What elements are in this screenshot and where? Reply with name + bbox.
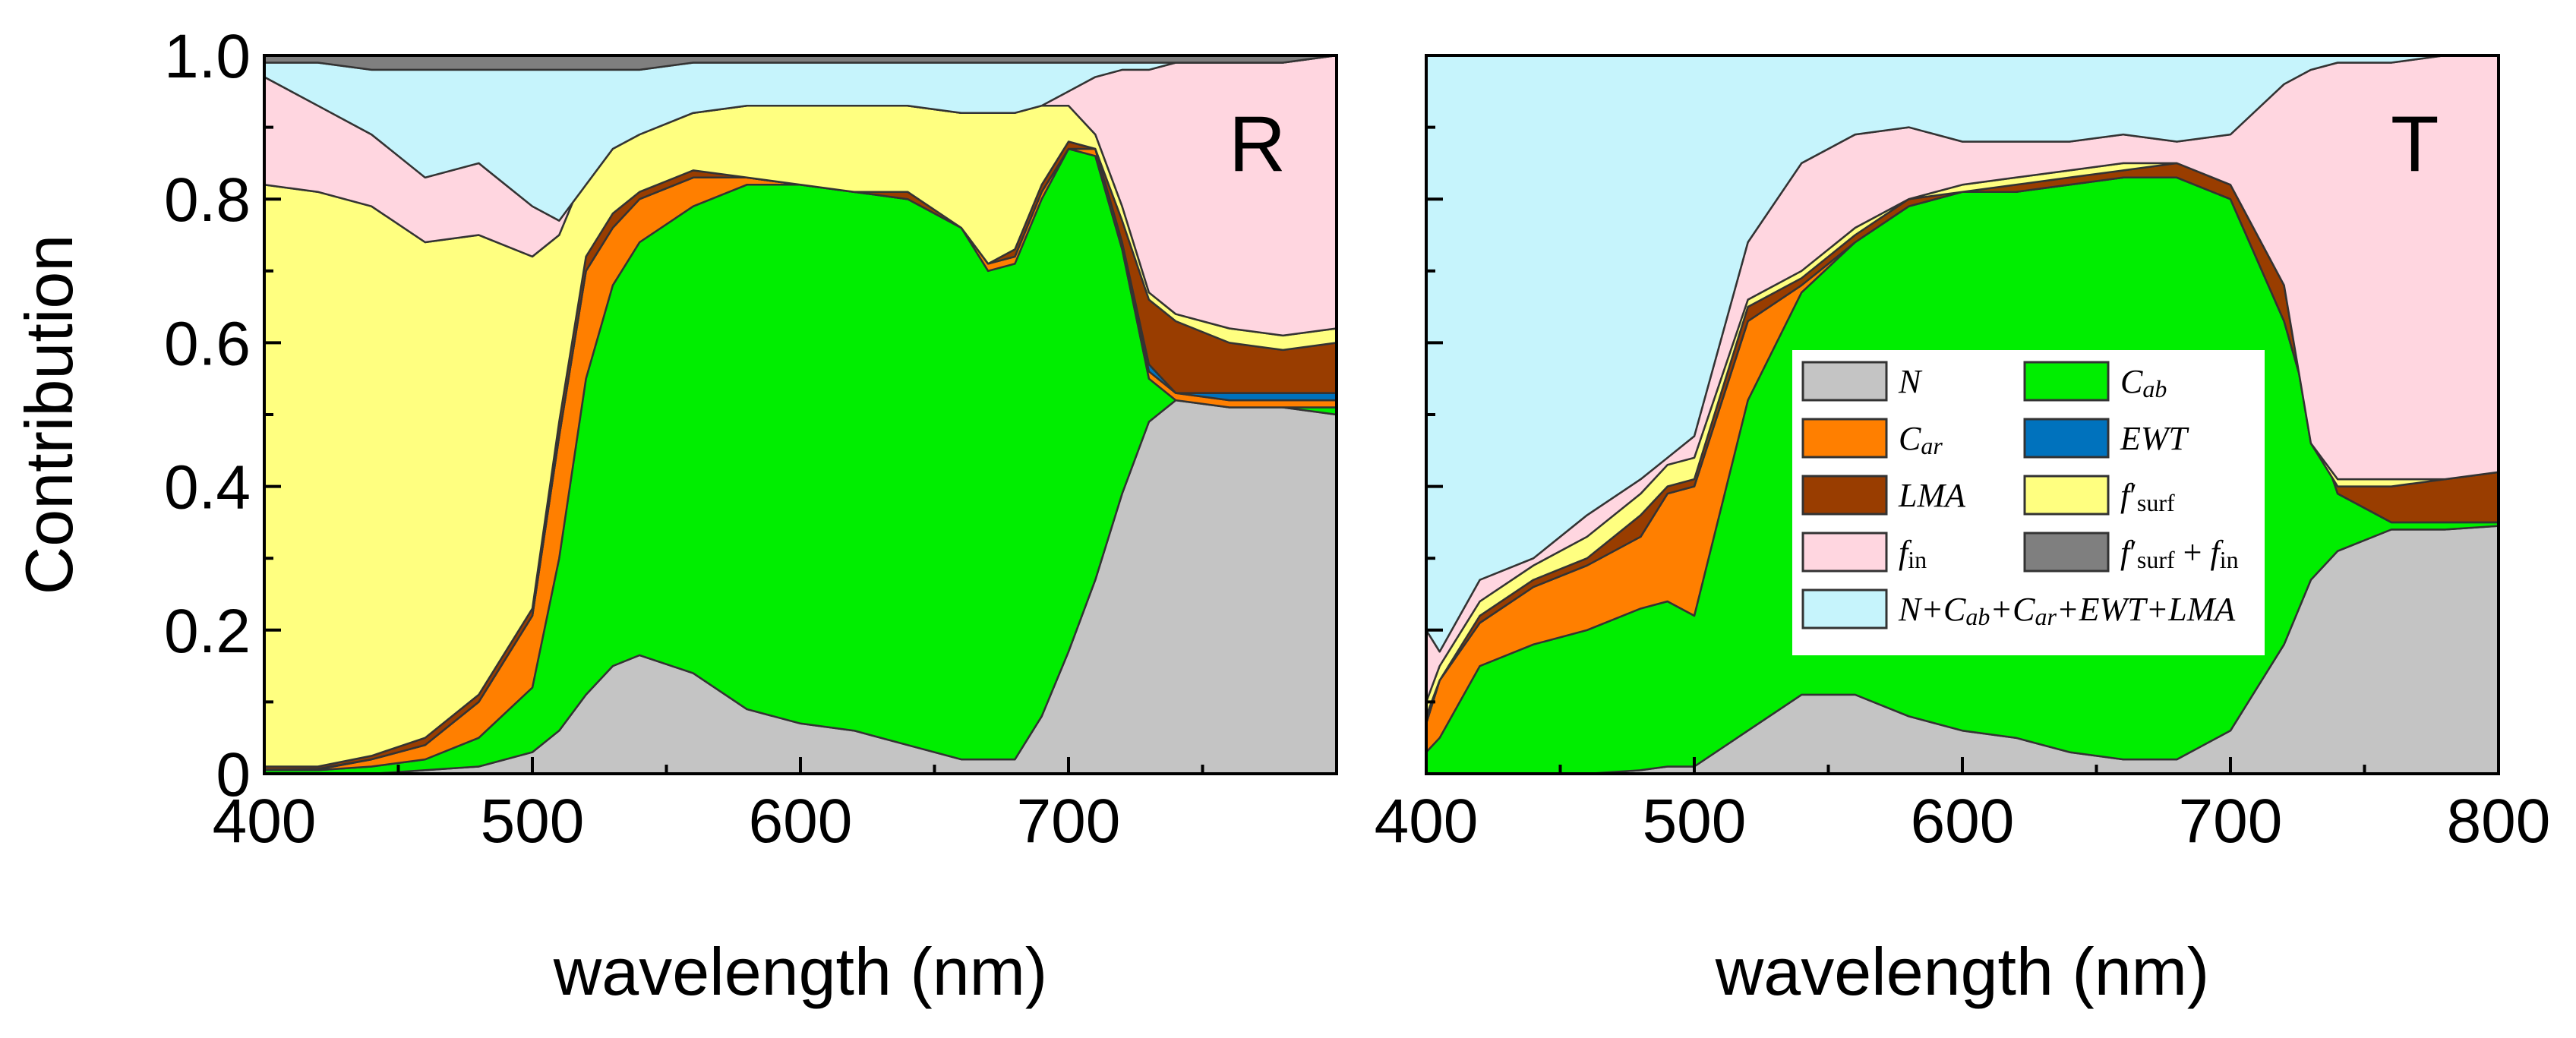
ticks-r: 400 500 600 700 0 0.2 0.4 0.6 0.8 1.0 bbox=[164, 22, 1338, 856]
legend-swatch-cab bbox=[2023, 361, 2110, 402]
x-tick-label-r-700: 700 bbox=[1017, 787, 1121, 856]
y-tick-label-0.4: 0.4 bbox=[164, 453, 251, 522]
panel-reflectance: 400 500 600 700 0 0.2 0.4 0.6 0.8 1.0 R bbox=[164, 22, 1338, 856]
y-tick-label-1.0: 1.0 bbox=[164, 22, 251, 91]
legend-label-ewt: EWT bbox=[2120, 420, 2190, 457]
legend-label-n: N bbox=[1898, 363, 1923, 400]
legend-label-sum: N+Cab+Car+EWT+LMA bbox=[1898, 591, 2236, 630]
x-tick-label-t-400: 400 bbox=[1375, 787, 1479, 856]
legend-swatch-ewt bbox=[2023, 418, 2110, 459]
y-tick-label-0: 0 bbox=[216, 740, 251, 809]
x-tick-label-r-600: 600 bbox=[749, 787, 853, 856]
legend-swatch-fsurf-fin bbox=[2023, 532, 2110, 573]
ticks-t: 400 500 600 700 800 bbox=[1375, 54, 2551, 856]
legend: N Cab Car EWT LMA f′surf fin f′surf + fi… bbox=[1792, 350, 2265, 655]
legend-swatch-fin bbox=[1801, 532, 1888, 573]
y-tick-label-0.6: 0.6 bbox=[164, 309, 251, 378]
x-tick-label-r-500: 500 bbox=[481, 787, 585, 856]
x-tick-label-t-700: 700 bbox=[2179, 787, 2283, 856]
x-axis-title-r: wavelength (nm) bbox=[553, 934, 1048, 1009]
legend-swatch-n bbox=[1801, 361, 1888, 402]
y-tick-label-0.8: 0.8 bbox=[164, 166, 251, 235]
x-tick-label-r-400: 400 bbox=[213, 787, 317, 856]
plot-area-r bbox=[263, 54, 1338, 775]
x-tick-label-t-800: 800 bbox=[2447, 787, 2551, 856]
legend-swatch-lma bbox=[1801, 475, 1888, 516]
x-tick-label-t-600: 600 bbox=[1911, 787, 2015, 856]
legend-swatch-sum bbox=[1801, 588, 1888, 629]
panel-transmittance: 400 500 600 700 800 T N Cab Car EWT LMA f′su… bbox=[1375, 54, 2551, 856]
x-tick-label-t-500: 500 bbox=[1643, 787, 1747, 856]
legend-label-lma: LMA bbox=[1898, 477, 1966, 514]
legend-label-car: Car bbox=[1899, 420, 1943, 459]
y-axis-title: Contribution bbox=[11, 235, 87, 595]
legend-swatch-car bbox=[1801, 418, 1888, 459]
legend-swatch-fsurf bbox=[2023, 475, 2110, 516]
panel-label-r: R bbox=[1229, 100, 1286, 188]
x-axis-title-t: wavelength (nm) bbox=[1715, 934, 2210, 1009]
legend-label-fsurf: f′surf bbox=[2120, 477, 2175, 516]
panel-label-t: T bbox=[2391, 100, 2439, 188]
y-tick-label-0.2: 0.2 bbox=[164, 597, 251, 666]
